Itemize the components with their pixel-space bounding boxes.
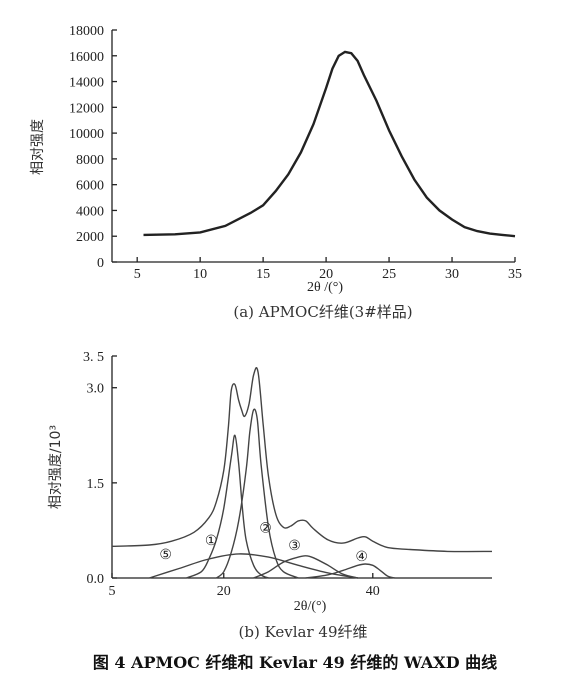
chart-a-xtick-label: 25 bbox=[382, 267, 396, 282]
chart-b-total-curve bbox=[111, 367, 493, 553]
chart-b-y-label: 相对强度/10³ bbox=[48, 425, 64, 509]
chart-a-ytick-label: 2000 bbox=[76, 230, 104, 245]
chart-a: 0 2000 4000 6000 8000 10000 12000 14000 16000 180… bbox=[30, 24, 522, 321]
chart-b-component-curve bbox=[215, 408, 299, 579]
chart-a-ytick-label: 14000 bbox=[69, 76, 104, 91]
chart-b: 0.0 1.5 3.0 3. 5 5 20 40 相对强度/10³ 2θ/(°) ① ② ③ ④… bbox=[48, 350, 493, 641]
chart-a-series-line bbox=[143, 50, 516, 238]
chart-a-ytick-label: 10000 bbox=[69, 127, 104, 142]
chart-b-ytick-label: 0.0 bbox=[87, 572, 105, 587]
chart-a-caption: (a) APMOC纤维(3#样品) bbox=[233, 303, 412, 321]
chart-b-ytick-label: 3. 5 bbox=[83, 350, 104, 365]
chart-b-peak-label: ④ bbox=[355, 550, 368, 565]
chart-b-xtick-label: 5 bbox=[109, 584, 116, 599]
chart-b-ytick-label: 3.0 bbox=[87, 382, 105, 397]
chart-a-xtick-label: 15 bbox=[256, 267, 270, 282]
chart-b-ytick-label: 1.5 bbox=[87, 477, 105, 492]
chart-b-xtick-label: 40 bbox=[366, 584, 380, 599]
chart-a-ytick-label: 18000 bbox=[69, 24, 104, 39]
chart-b-peak-label: ① bbox=[205, 534, 218, 549]
chart-a-xtick-label: 35 bbox=[508, 267, 522, 282]
chart-a-ytick-label: 12000 bbox=[69, 101, 104, 116]
chart-a-xtick-label: 20 bbox=[319, 267, 333, 282]
chart-b-component-curve bbox=[186, 434, 269, 579]
chart-b-component-curve bbox=[149, 553, 359, 579]
figure-caption: 图 4 APMOC 纤维和 Kevlar 49 纤维的 WAXD 曲线 bbox=[93, 653, 497, 672]
chart-a-ytick-label: 0 bbox=[97, 256, 104, 271]
chart-b-xtick-label: 20 bbox=[217, 584, 231, 599]
chart-a-xtick-label: 30 bbox=[445, 267, 459, 282]
chart-a-ytick-label: 16000 bbox=[69, 50, 104, 65]
chart-a-ytick-label: 8000 bbox=[76, 153, 104, 168]
chart-a-xtick-label: 5 bbox=[134, 267, 141, 282]
chart-a-xtick-label: 10 bbox=[193, 267, 207, 282]
chart-b-peak-label: ② bbox=[259, 521, 272, 536]
chart-b-component-curve bbox=[305, 563, 396, 579]
chart-a-ytick-label: 4000 bbox=[76, 204, 104, 219]
chart-b-caption: (b) Kevlar 49纤维 bbox=[239, 623, 368, 641]
chart-a-y-label: 相对强度 bbox=[30, 119, 46, 175]
chart-b-peak-label: ⑤ bbox=[159, 548, 172, 563]
chart-b-x-label: 2θ/(°) bbox=[294, 599, 327, 614]
chart-a-ytick-label: 6000 bbox=[76, 179, 104, 194]
chart-b-peak-label: ③ bbox=[288, 539, 301, 554]
chart-a-x-label: 2θ /(°) bbox=[307, 280, 343, 295]
